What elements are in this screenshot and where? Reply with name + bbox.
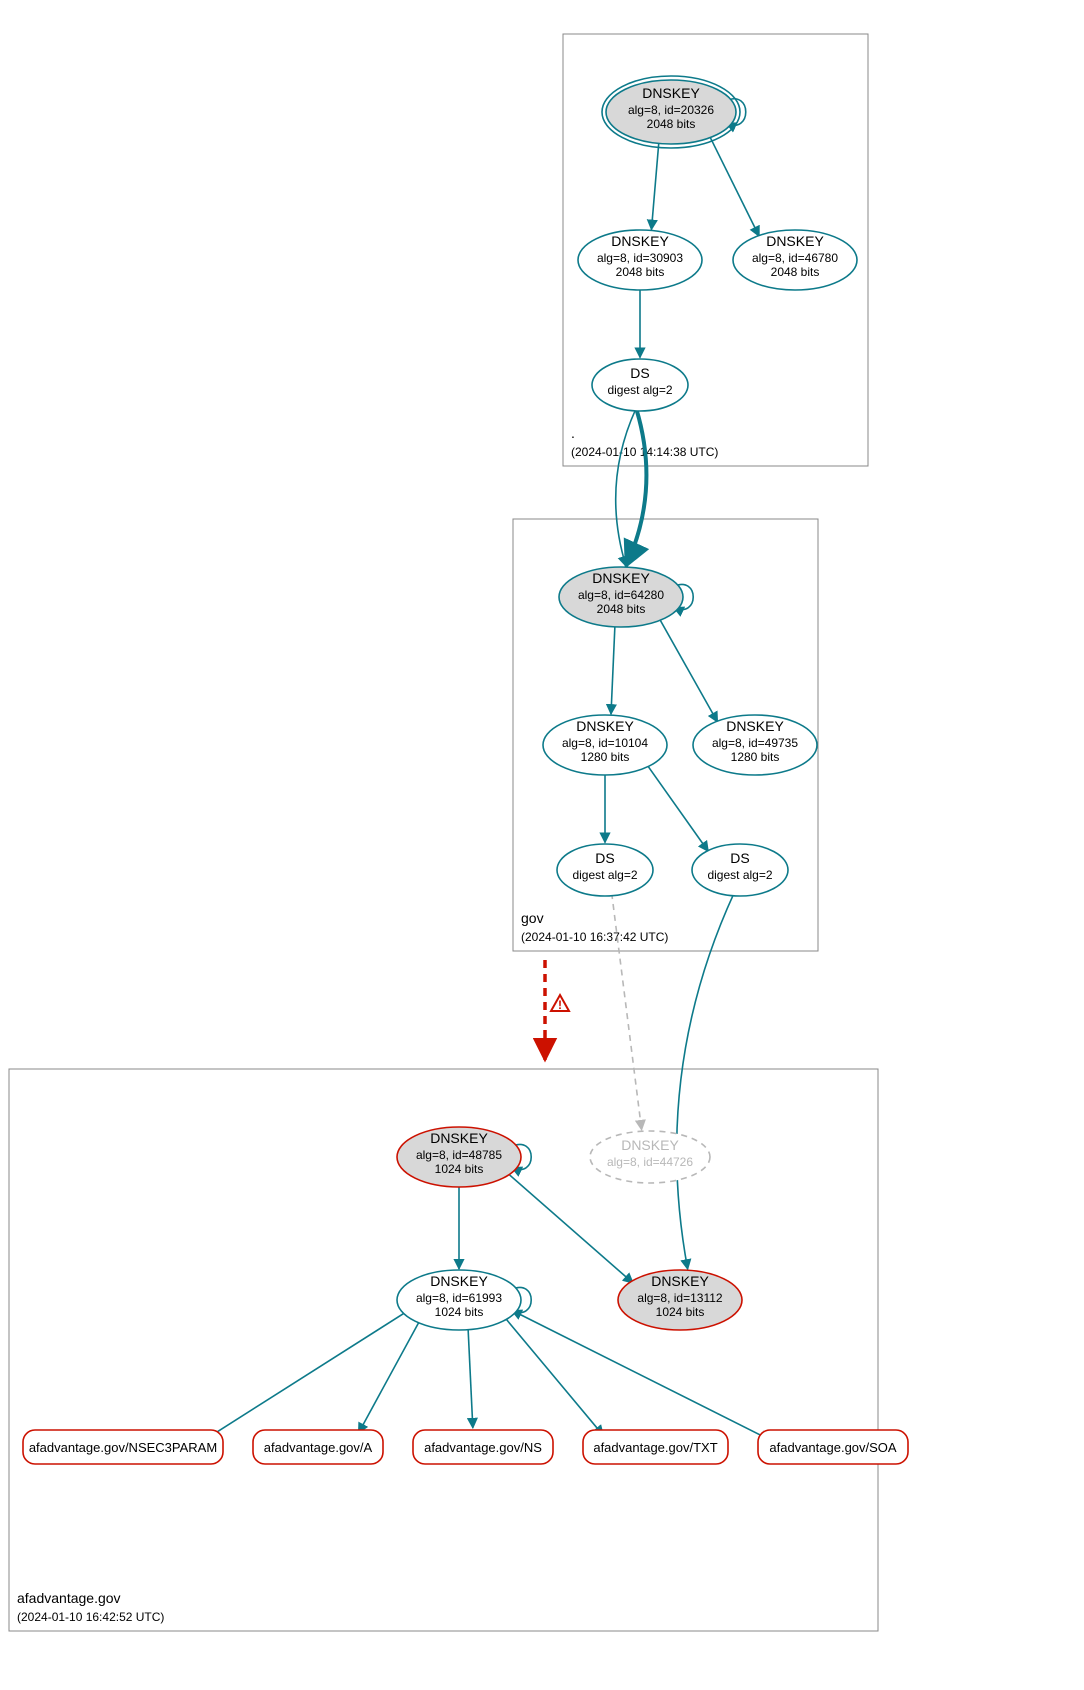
svg-text:alg=8, id=30903: alg=8, id=30903 [597, 251, 683, 265]
svg-text:DNSKEY: DNSKEY [766, 233, 824, 249]
node-gov-zsk2: DNSKEY alg=8, id=497351280 bits [693, 715, 817, 775]
edge [626, 408, 646, 566]
svg-text:DNSKEY: DNSKEY [726, 718, 784, 734]
edge [658, 617, 717, 722]
svg-text:1024 bits: 1024 bits [656, 1305, 705, 1319]
edge [511, 1310, 770, 1440]
node-rr-ns: afadvantage.gov/NS [413, 1430, 553, 1464]
node-rr-a: afadvantage.gov/A [253, 1430, 383, 1464]
node-af-missing: DNSKEY alg=8, id=44726 [590, 1131, 710, 1183]
svg-text:2048 bits: 2048 bits [597, 602, 646, 616]
svg-text:!: ! [558, 998, 562, 1012]
svg-text:afadvantage.gov/NS: afadvantage.gov/NS [424, 1440, 542, 1455]
svg-text:alg=8, id=20326: alg=8, id=20326 [628, 103, 714, 117]
edge [611, 624, 615, 714]
svg-text:1280 bits: 1280 bits [581, 750, 630, 764]
svg-text:1280 bits: 1280 bits [731, 750, 780, 764]
svg-text:gov: gov [521, 910, 544, 926]
svg-text:DNSKEY: DNSKEY [430, 1130, 488, 1146]
svg-text:DNSKEY: DNSKEY [651, 1273, 709, 1289]
svg-text:(2024-01-10 16:37:42 UTC): (2024-01-10 16:37:42 UTC) [521, 930, 668, 944]
node-rr-soa: afadvantage.gov/SOA [758, 1430, 908, 1464]
svg-text:digest alg=2: digest alg=2 [707, 868, 772, 882]
svg-text:DNSKEY: DNSKEY [621, 1137, 679, 1153]
edge [504, 1316, 604, 1435]
edge [677, 893, 734, 1269]
node-gov-zsk1: DNSKEY alg=8, id=101041280 bits [543, 715, 667, 775]
node-gov-ds1: DS digest alg=2 [557, 844, 653, 896]
edge [709, 134, 760, 236]
svg-text:DNSKEY: DNSKEY [642, 85, 700, 101]
svg-text:(2024-01-10 16:42:52 UTC): (2024-01-10 16:42:52 UTC) [17, 1610, 164, 1624]
dnssec-diagram: .(2024-01-10 14:14:38 UTC)gov(2024-01-10… [0, 0, 1084, 1690]
svg-text:alg=8, id=48785: alg=8, id=48785 [416, 1148, 502, 1162]
svg-text:alg=8, id=10104: alg=8, id=10104 [562, 736, 648, 750]
node-af-ksk: DNSKEY alg=8, id=487851024 bits [397, 1127, 521, 1187]
node-root-ds: DS digest alg=2 [592, 359, 688, 411]
node-af-extra: DNSKEY alg=8, id=131121024 bits [618, 1270, 742, 1330]
node-root-zsk1: DNSKEY alg=8, id=309032048 bits [578, 230, 702, 290]
svg-text:DS: DS [595, 850, 614, 866]
edge [468, 1327, 473, 1428]
node-rr-txt: afadvantage.gov/TXT [583, 1430, 728, 1464]
svg-text:digest alg=2: digest alg=2 [607, 383, 672, 397]
node-gov-ksk: DNSKEY alg=8, id=642802048 bits [559, 567, 683, 627]
svg-text:afadvantage.gov: afadvantage.gov [17, 1590, 121, 1606]
edge [646, 763, 708, 851]
edge [205, 1311, 407, 1439]
svg-text:2048 bits: 2048 bits [616, 265, 665, 279]
node-root-zsk2: DNSKEY alg=8, id=467802048 bits [733, 230, 857, 290]
edge [612, 893, 642, 1130]
svg-text:digest alg=2: digest alg=2 [572, 868, 637, 882]
edge [616, 408, 636, 566]
svg-text:alg=8, id=44726: alg=8, id=44726 [607, 1155, 693, 1169]
svg-text:1024 bits: 1024 bits [435, 1162, 484, 1176]
edge [651, 140, 659, 229]
node-gov-ds2: DS digest alg=2 [692, 844, 788, 896]
svg-text:1024 bits: 1024 bits [435, 1305, 484, 1319]
svg-text:.: . [571, 425, 575, 441]
svg-text:DNSKEY: DNSKEY [592, 570, 650, 586]
svg-text:DNSKEY: DNSKEY [576, 718, 634, 734]
svg-text:DS: DS [630, 365, 649, 381]
svg-text:afadvantage.gov/A: afadvantage.gov/A [264, 1440, 373, 1455]
svg-text:afadvantage.gov/SOA: afadvantage.gov/SOA [769, 1440, 897, 1455]
svg-text:alg=8, id=64280: alg=8, id=64280 [578, 588, 664, 602]
node-root-ksk: DNSKEY alg=8, id=203262048 bits [602, 76, 740, 148]
node-af-zsk: DNSKEY alg=8, id=619931024 bits [397, 1270, 521, 1330]
svg-text:alg=8, id=49735: alg=8, id=49735 [712, 736, 798, 750]
svg-text:afadvantage.gov/TXT: afadvantage.gov/TXT [593, 1440, 717, 1455]
svg-text:alg=8, id=13112: alg=8, id=13112 [637, 1291, 723, 1305]
svg-text:2048 bits: 2048 bits [647, 117, 696, 131]
svg-text:DNSKEY: DNSKEY [611, 233, 669, 249]
edge [506, 1172, 633, 1283]
svg-text:2048 bits: 2048 bits [771, 265, 820, 279]
node-rr-nsec3: afadvantage.gov/NSEC3PARAM [23, 1430, 223, 1464]
svg-text:DNSKEY: DNSKEY [430, 1273, 488, 1289]
svg-text:alg=8, id=61993: alg=8, id=61993 [416, 1291, 502, 1305]
svg-text:alg=8, id=46780: alg=8, id=46780 [752, 251, 838, 265]
svg-text:DS: DS [730, 850, 749, 866]
svg-text:afadvantage.gov/NSEC3PARAM: afadvantage.gov/NSEC3PARAM [29, 1440, 217, 1455]
